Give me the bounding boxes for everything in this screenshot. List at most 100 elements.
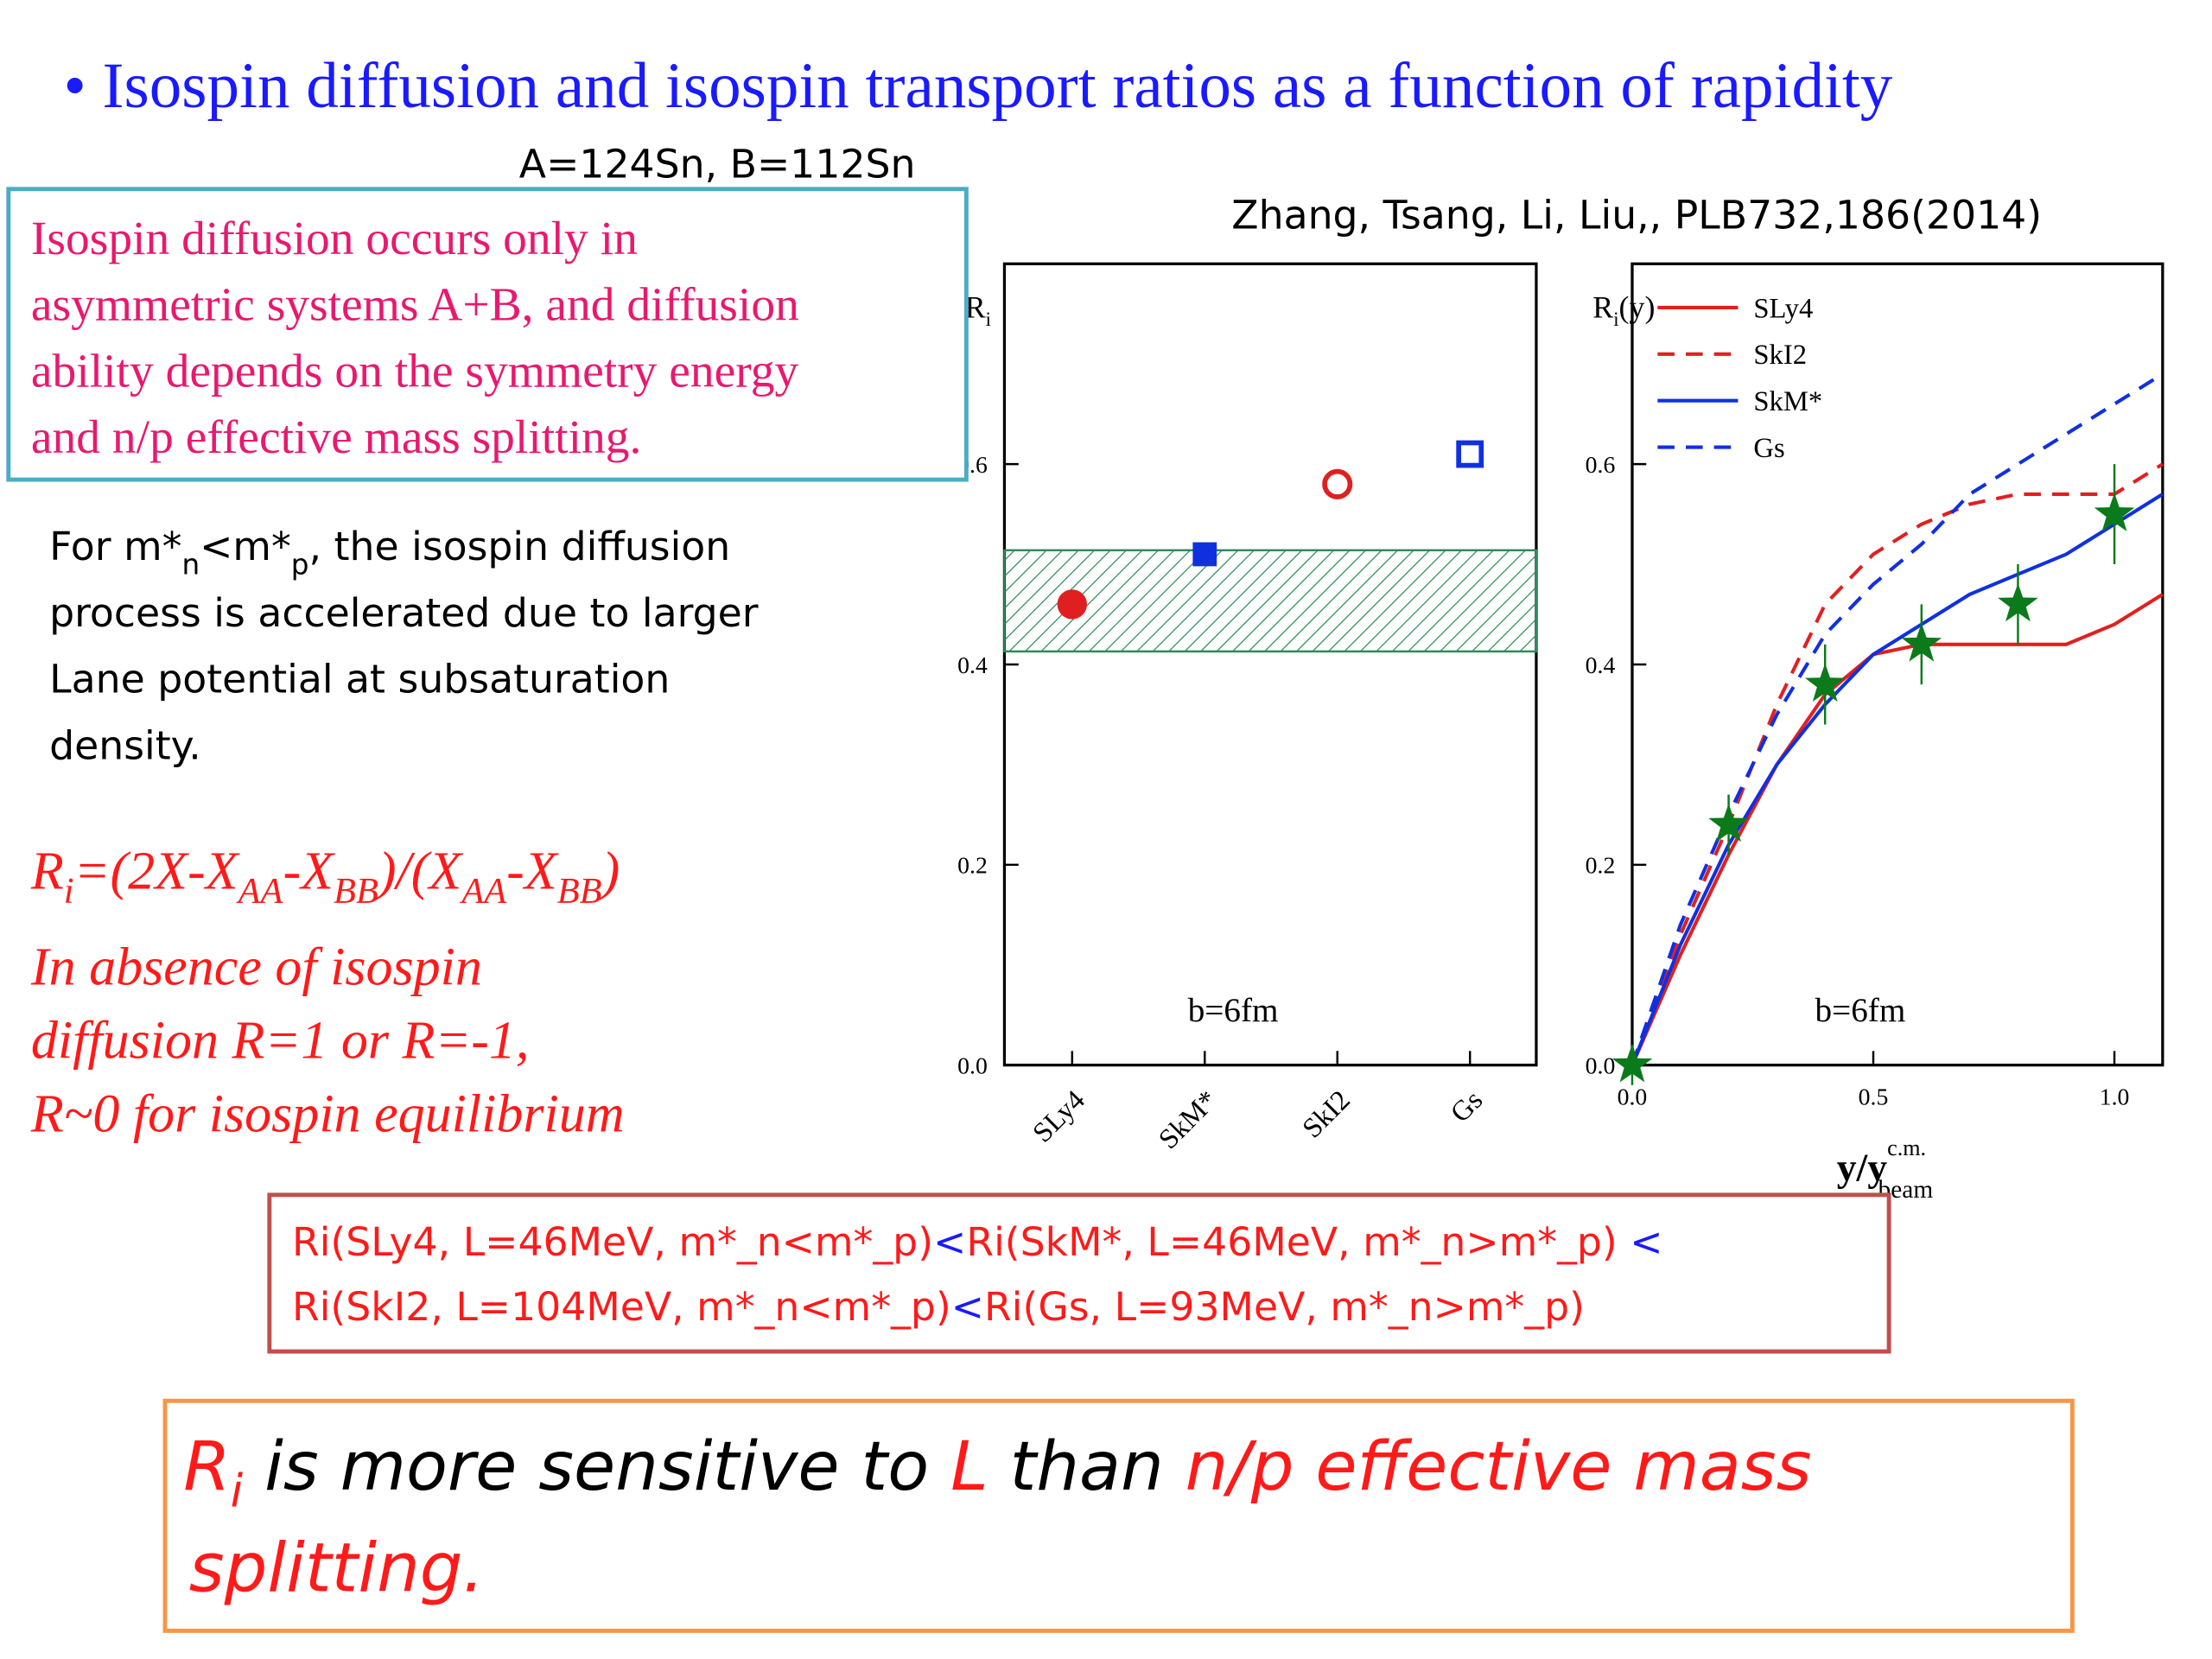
text: , the isospin diffusion	[309, 524, 731, 569]
order-line: Ri(SkI2, L=104MeV, m*_n<m*_p)<Ri(Gs, L=9…	[292, 1284, 1585, 1330]
subscript: p	[291, 548, 309, 581]
subscript: n	[181, 548, 200, 581]
citation: Zhang, Tsang, Li, Liu,, PLB732,186(2014)	[1231, 192, 2042, 238]
conclusion-line: splitting.	[189, 1529, 485, 1608]
conclusion-box	[162, 1398, 2075, 1633]
order-box	[267, 1192, 1891, 1354]
plot-frame	[1002, 262, 1538, 1067]
t: Ri(Gs, L=93MeV, m*_n>m*_p)	[984, 1284, 1585, 1330]
y-tick-label: 0.6	[1586, 452, 1616, 479]
y-label-part: i	[986, 308, 991, 330]
note-line: R~0 for isospin equilibrium	[30, 1084, 625, 1143]
t: L	[950, 1427, 988, 1506]
sub: BB	[334, 871, 378, 912]
info-text: Isospin diffusion occurs only in asymmet…	[31, 213, 799, 464]
info-line: and n/p effective mass splitting.	[31, 411, 641, 464]
para-line: process is accelerated due to larger	[49, 590, 759, 636]
sub: i	[231, 1466, 244, 1518]
t: is more sensitive to	[243, 1427, 950, 1506]
t: Ri(SkI2, L=104MeV, m*_n<m*_p)	[292, 1284, 951, 1330]
series-line	[1630, 462, 2164, 1066]
y-label-part: (y)	[1619, 289, 1656, 324]
t: Ri(SLy4, L=46MeV, m*_n<m*_p)	[292, 1219, 933, 1265]
y-tick-label: 0.2	[957, 853, 988, 880]
slide-title: • Isospin diffusion and isospin transpor…	[63, 50, 1892, 122]
para-line: For m*n<m*p, the isospin diffusion	[49, 524, 730, 581]
marker	[1322, 468, 1353, 499]
x-tick-label: Gs	[1445, 1084, 1489, 1128]
order-text: Ri(SLy4, L=46MeV, m*_n<m*_p)<Ri(SkM*, L=…	[292, 1219, 1663, 1330]
marker	[1192, 542, 1217, 567]
series-line	[1630, 493, 2164, 1066]
y-tick-label: 0.4	[1586, 652, 1616, 679]
t: =(2X-X	[74, 842, 240, 901]
t: )/(X	[376, 842, 464, 901]
note-line: In absence of isospin	[30, 938, 482, 997]
star	[1804, 663, 1846, 702]
x-tick-label: SkM*	[1153, 1084, 1224, 1155]
star	[1611, 1044, 1653, 1083]
para-line: Lane potential at subsaturation	[49, 657, 670, 702]
x-tick-label: SkI2	[1297, 1084, 1357, 1144]
charts: 0.0 0.2 0.4 0.6 Ri b=6fm SLy4 SkM* SkI2 Gs 0.0 0.2 0…	[957, 262, 2164, 1204]
legend-label: SkM*	[1753, 386, 1822, 417]
info-box	[6, 187, 969, 482]
paragraph: For m*n<m*p, the isospin diffusion proce…	[49, 524, 759, 768]
formula: Ri=(2X-XAA-XBB)/(XAA-XBB)	[30, 842, 620, 912]
sub: BB	[557, 871, 602, 912]
x-label-part: c.m.	[1887, 1135, 1926, 1160]
t: -X	[283, 842, 335, 901]
text: <m*	[200, 524, 291, 569]
legend-label: SLy4	[1753, 293, 1813, 324]
t: R	[30, 842, 64, 901]
y-tick-label: 0.0	[1586, 1052, 1616, 1079]
star	[1901, 623, 1942, 662]
x-tick-label: SLy4	[1027, 1084, 1091, 1148]
t: R	[183, 1427, 230, 1506]
x-tick-label: 0.0	[1618, 1084, 1648, 1110]
star	[2094, 493, 2135, 531]
info-line: asymmetric systems A+B, and diffusion	[31, 279, 799, 332]
order-line: Ri(SLy4, L=46MeV, m*_n<m*_p)<Ri(SkM*, L=…	[292, 1219, 1663, 1265]
t: Ri(SkM*, L=46MeV, m*_n>m*_p)	[966, 1219, 1630, 1265]
annotation: b=6fm	[1815, 992, 1906, 1029]
sub: AA	[236, 871, 284, 912]
marker	[1456, 440, 1484, 468]
t: n/p effective mass	[1185, 1427, 1812, 1506]
y-axis-label: Ri	[965, 289, 991, 330]
legend-label: Gs	[1753, 433, 1784, 464]
t: )	[600, 842, 620, 901]
t: than	[988, 1427, 1185, 1506]
x-label-part: y/y	[1837, 1146, 1888, 1190]
band	[1003, 549, 1538, 653]
series-line	[1630, 593, 2164, 1066]
y-label-part: i	[1613, 308, 1618, 330]
conclusion: Ri is more sensitive to L than n/p effec…	[183, 1427, 1811, 1608]
marker	[1057, 589, 1087, 620]
x-tick-label: 0.5	[1859, 1084, 1889, 1110]
plot-frame	[1630, 262, 2164, 1067]
note-line: diffusion R=1 or R=-1,	[31, 1011, 530, 1070]
x-tick-label: 1.0	[2100, 1084, 2130, 1110]
t: <	[933, 1219, 966, 1265]
star	[1708, 803, 1749, 842]
info-line: ability depends on the symmetry energy	[31, 345, 799, 397]
y-axis-label: Ri(y)	[1592, 289, 1655, 330]
notes: In absence of isospin diffusion R=1 or R…	[30, 938, 625, 1144]
info-line: Isospin diffusion occurs only in	[31, 213, 638, 265]
sub: AA	[459, 871, 507, 912]
y-tick-label: 0.2	[1586, 853, 1616, 880]
subtitle: A=124Sn, B=112Sn	[519, 142, 916, 188]
series-line	[1630, 372, 2164, 1066]
t: -X	[506, 842, 559, 901]
para-line: density.	[49, 722, 201, 768]
t: <	[951, 1284, 984, 1330]
text: For m*	[49, 524, 181, 569]
legend-label: SkI2	[1753, 340, 1807, 371]
y-tick-label: 0.4	[957, 652, 988, 679]
star	[1998, 582, 2038, 622]
sub: i	[64, 871, 74, 912]
t: <	[1630, 1219, 1662, 1265]
conclusion-line: Ri is more sensitive to L than n/p effec…	[183, 1427, 1811, 1518]
